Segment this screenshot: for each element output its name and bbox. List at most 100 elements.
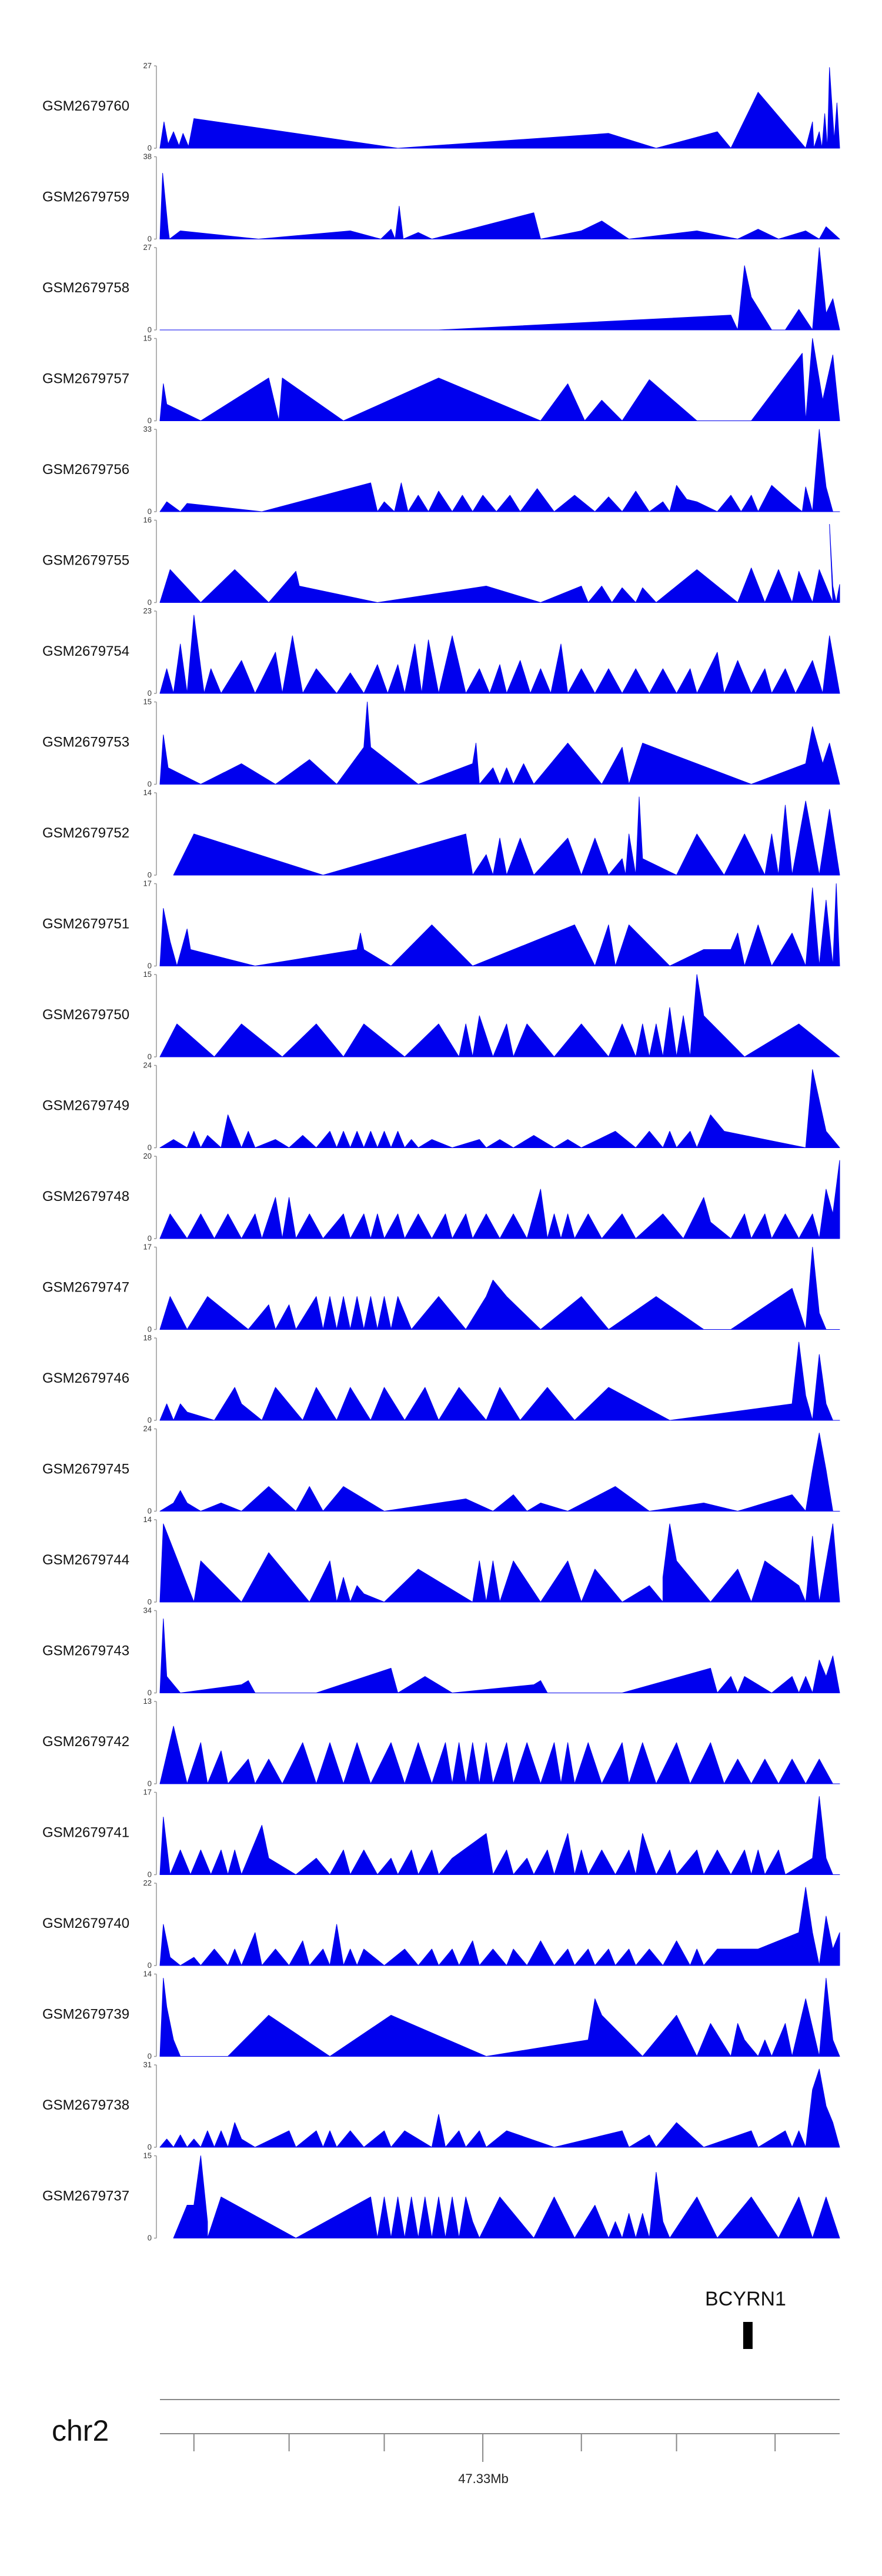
coverage-area [159, 1247, 840, 1330]
coverage-area [159, 974, 840, 1057]
y-max-label: 34 [143, 1606, 152, 1615]
sample-label: GSM2679754 [42, 643, 129, 659]
track-GSM2679754: GSM2679754 23 0 [42, 606, 840, 698]
y-min-label: 0 [148, 598, 152, 607]
coverage-area [159, 338, 840, 421]
track-GSM2679738: GSM2679738 31 0 [42, 2060, 840, 2151]
track-GSM2679755: GSM2679755 16 0 [42, 516, 840, 607]
y-min-label: 0 [148, 1143, 152, 1152]
coverage-area [173, 796, 840, 876]
track-GSM2679743: GSM2679743 34 0 [42, 1606, 840, 1697]
y-max-label: 17 [143, 879, 152, 888]
y-min-label: 0 [148, 1507, 152, 1516]
sample-label: GSM2679757 [42, 371, 129, 387]
y-max-label: 22 [143, 1878, 152, 1887]
sample-label: GSM2679737 [42, 2188, 129, 2204]
track-GSM2679747: GSM2679747 17 0 [42, 1243, 840, 1334]
y-max-label: 14 [143, 1515, 152, 1524]
track-GSM2679753: GSM2679753 15 0 [42, 698, 840, 789]
y-max-label: 15 [143, 2151, 152, 2160]
y-max-label: 31 [143, 2060, 152, 2069]
tracks-group: GSM2679760270GSM2679759380GSM2679758270G… [42, 61, 840, 2243]
y-min-label: 0 [148, 144, 152, 152]
coverage-area [159, 429, 840, 512]
sample-label: GSM2679738 [42, 2097, 129, 2113]
y-min-label: 0 [148, 1325, 152, 1334]
track-GSM2679746: GSM2679746 18 0 [42, 1333, 840, 1424]
chromosome-label: chr2 [52, 2414, 109, 2447]
y-max-label: 27 [143, 243, 152, 252]
sample-label: GSM2679739 [42, 2007, 129, 2023]
y-max-label: 24 [143, 1424, 152, 1433]
sample-label: GSM2679755 [42, 553, 129, 569]
y-min-label: 0 [148, 2234, 152, 2243]
y-min-label: 0 [148, 1416, 152, 1424]
y-min-label: 0 [148, 325, 152, 334]
gene-label: BCYRN1 [705, 2288, 786, 2310]
sample-label: GSM2679749 [42, 1098, 129, 1114]
y-min-label: 0 [148, 780, 152, 789]
y-min-label: 0 [148, 2143, 152, 2151]
track-GSM2679737: GSM2679737 15 0 [42, 2151, 840, 2243]
coverage-area [159, 1342, 840, 1421]
coverage-area [159, 67, 840, 149]
coverage-area [159, 883, 840, 966]
sample-label: GSM2679750 [42, 1007, 129, 1023]
sample-label: GSM2679740 [42, 1916, 129, 1931]
y-min-label: 0 [148, 2052, 152, 2061]
track-GSM2679745: GSM2679745 24 0 [42, 1424, 840, 1516]
sample-label: GSM2679756 [42, 462, 129, 478]
y-min-label: 0 [148, 870, 152, 879]
track-GSM2679760: GSM2679760 27 0 [42, 61, 840, 152]
coverage-area [159, 1978, 840, 2057]
y-min-label: 0 [148, 235, 152, 243]
sample-label: GSM2679751 [42, 916, 129, 932]
y-min-label: 0 [148, 1870, 152, 1879]
track-GSM2679741: GSM2679741 17 0 [42, 1788, 840, 1879]
y-min-label: 0 [148, 1052, 152, 1061]
coverage-area [173, 2155, 840, 2238]
y-min-label: 0 [148, 507, 152, 516]
track-GSM2679759: GSM2679759 38 0 [42, 152, 840, 243]
y-min-label: 0 [148, 1961, 152, 1970]
track-GSM2679749: GSM2679749 24 0 [42, 1061, 840, 1152]
coverage-area [159, 1523, 840, 1603]
sample-label: GSM2679753 [42, 735, 129, 750]
track-GSM2679740: GSM2679740 22 0 [42, 1878, 840, 1970]
coverage-area [159, 1619, 840, 1693]
track-GSM2679757: GSM2679757 15 0 [42, 334, 840, 425]
sample-label: GSM2679759 [42, 189, 129, 205]
track-GSM2679744: GSM2679744 14 0 [42, 1515, 840, 1606]
y-min-label: 0 [148, 962, 152, 970]
coverage-area [159, 702, 840, 785]
chromosome-axis: chr2 47.33Mb [52, 2399, 840, 2486]
coverage-area [159, 1160, 840, 1239]
sample-label: GSM2679746 [42, 1370, 129, 1386]
track-GSM2679750: GSM2679750 15 0 [42, 970, 840, 1061]
gene-bar [743, 2322, 753, 2349]
sample-label: GSM2679741 [42, 1825, 129, 1841]
y-max-label: 14 [143, 788, 152, 797]
track-GSM2679756: GSM2679756 33 0 [42, 425, 840, 516]
coverage-area [159, 1796, 840, 1875]
track-GSM2679742: GSM2679742 13 0 [42, 1697, 840, 1788]
y-max-label: 38 [143, 152, 152, 161]
track-GSM2679751: GSM2679751 17 0 [42, 879, 840, 970]
y-max-label: 18 [143, 1333, 152, 1342]
sample-label: GSM2679752 [42, 825, 129, 841]
sample-label: GSM2679742 [42, 1734, 129, 1750]
y-max-label: 33 [143, 425, 152, 433]
y-min-label: 0 [148, 1597, 152, 1606]
y-min-label: 0 [148, 416, 152, 425]
sample-label: GSM2679748 [42, 1189, 129, 1204]
y-max-label: 15 [143, 970, 152, 979]
track-GSM2679748: GSM2679748 20 0 [42, 1152, 840, 1243]
y-max-label: 15 [143, 334, 152, 343]
y-max-label: 23 [143, 606, 152, 615]
y-min-label: 0 [148, 689, 152, 698]
position-ticks [193, 2434, 776, 2462]
coverage-area [159, 173, 840, 239]
y-max-label: 15 [143, 698, 152, 706]
y-max-label: 13 [143, 1697, 152, 1706]
